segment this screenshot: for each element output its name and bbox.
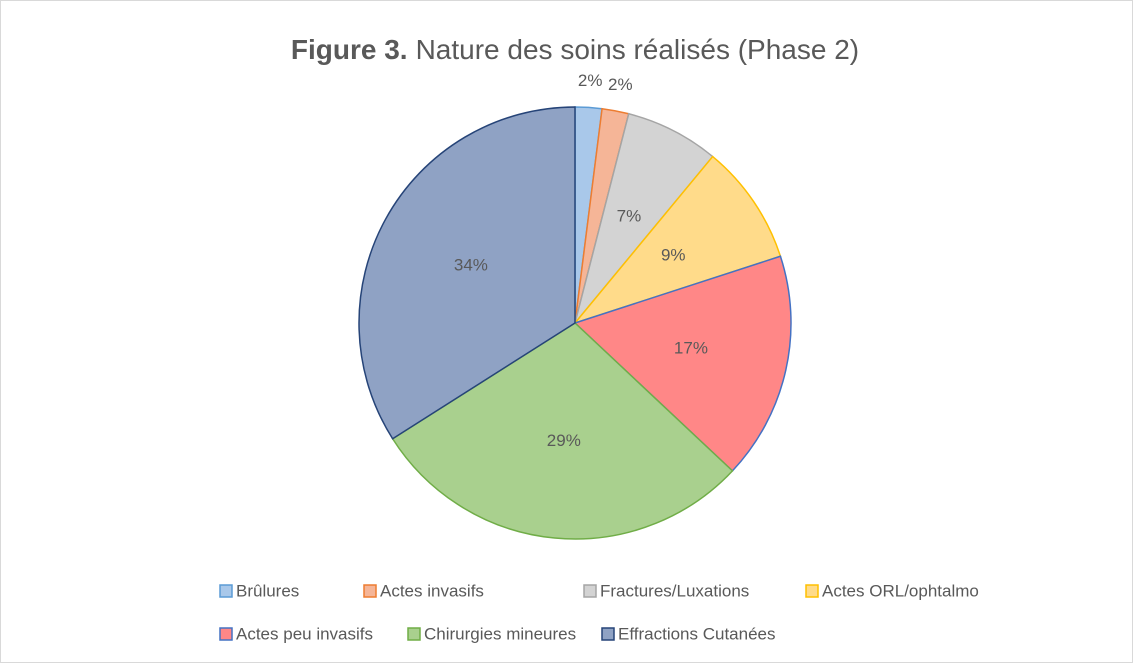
legend-swatch: [407, 627, 421, 641]
data-label: 7%: [617, 207, 642, 226]
data-label: 2%: [608, 75, 633, 94]
title-text: Nature des soins réalisés (Phase 2): [416, 34, 860, 65]
legend-label: Actes peu invasifs: [236, 624, 373, 643]
data-label: 29%: [547, 431, 581, 450]
legend-label: Actes invasifs: [380, 581, 484, 600]
data-label: 34%: [454, 255, 488, 274]
title-label: Figure 3.: [291, 34, 408, 65]
legend-label: Fractures/Luxations: [600, 581, 749, 600]
pie-slice: [391, 322, 734, 540]
legend-swatch: [583, 584, 597, 598]
data-label: 9%: [661, 246, 686, 265]
legend-swatch: [805, 584, 819, 598]
pie-slice: [573, 255, 792, 472]
legend-label: Chirurgies mineures: [424, 624, 576, 643]
legend-label: Actes ORL/ophtalmo: [822, 581, 979, 600]
legend-swatch: [219, 627, 233, 641]
legend-swatch: [219, 584, 233, 598]
pie-slice: [358, 106, 576, 440]
data-label: 2%: [578, 71, 603, 90]
legend-swatch: [363, 584, 377, 598]
chart-title: Figure 3. Nature des soins réalisés (Phas…: [291, 34, 859, 65]
data-label: 17%: [674, 338, 708, 357]
legend-swatch: [601, 627, 615, 641]
legend-label: Effractions Cutanées: [618, 624, 776, 643]
pie-slice: [572, 155, 782, 325]
legend-label: Brûlures: [236, 581, 299, 600]
